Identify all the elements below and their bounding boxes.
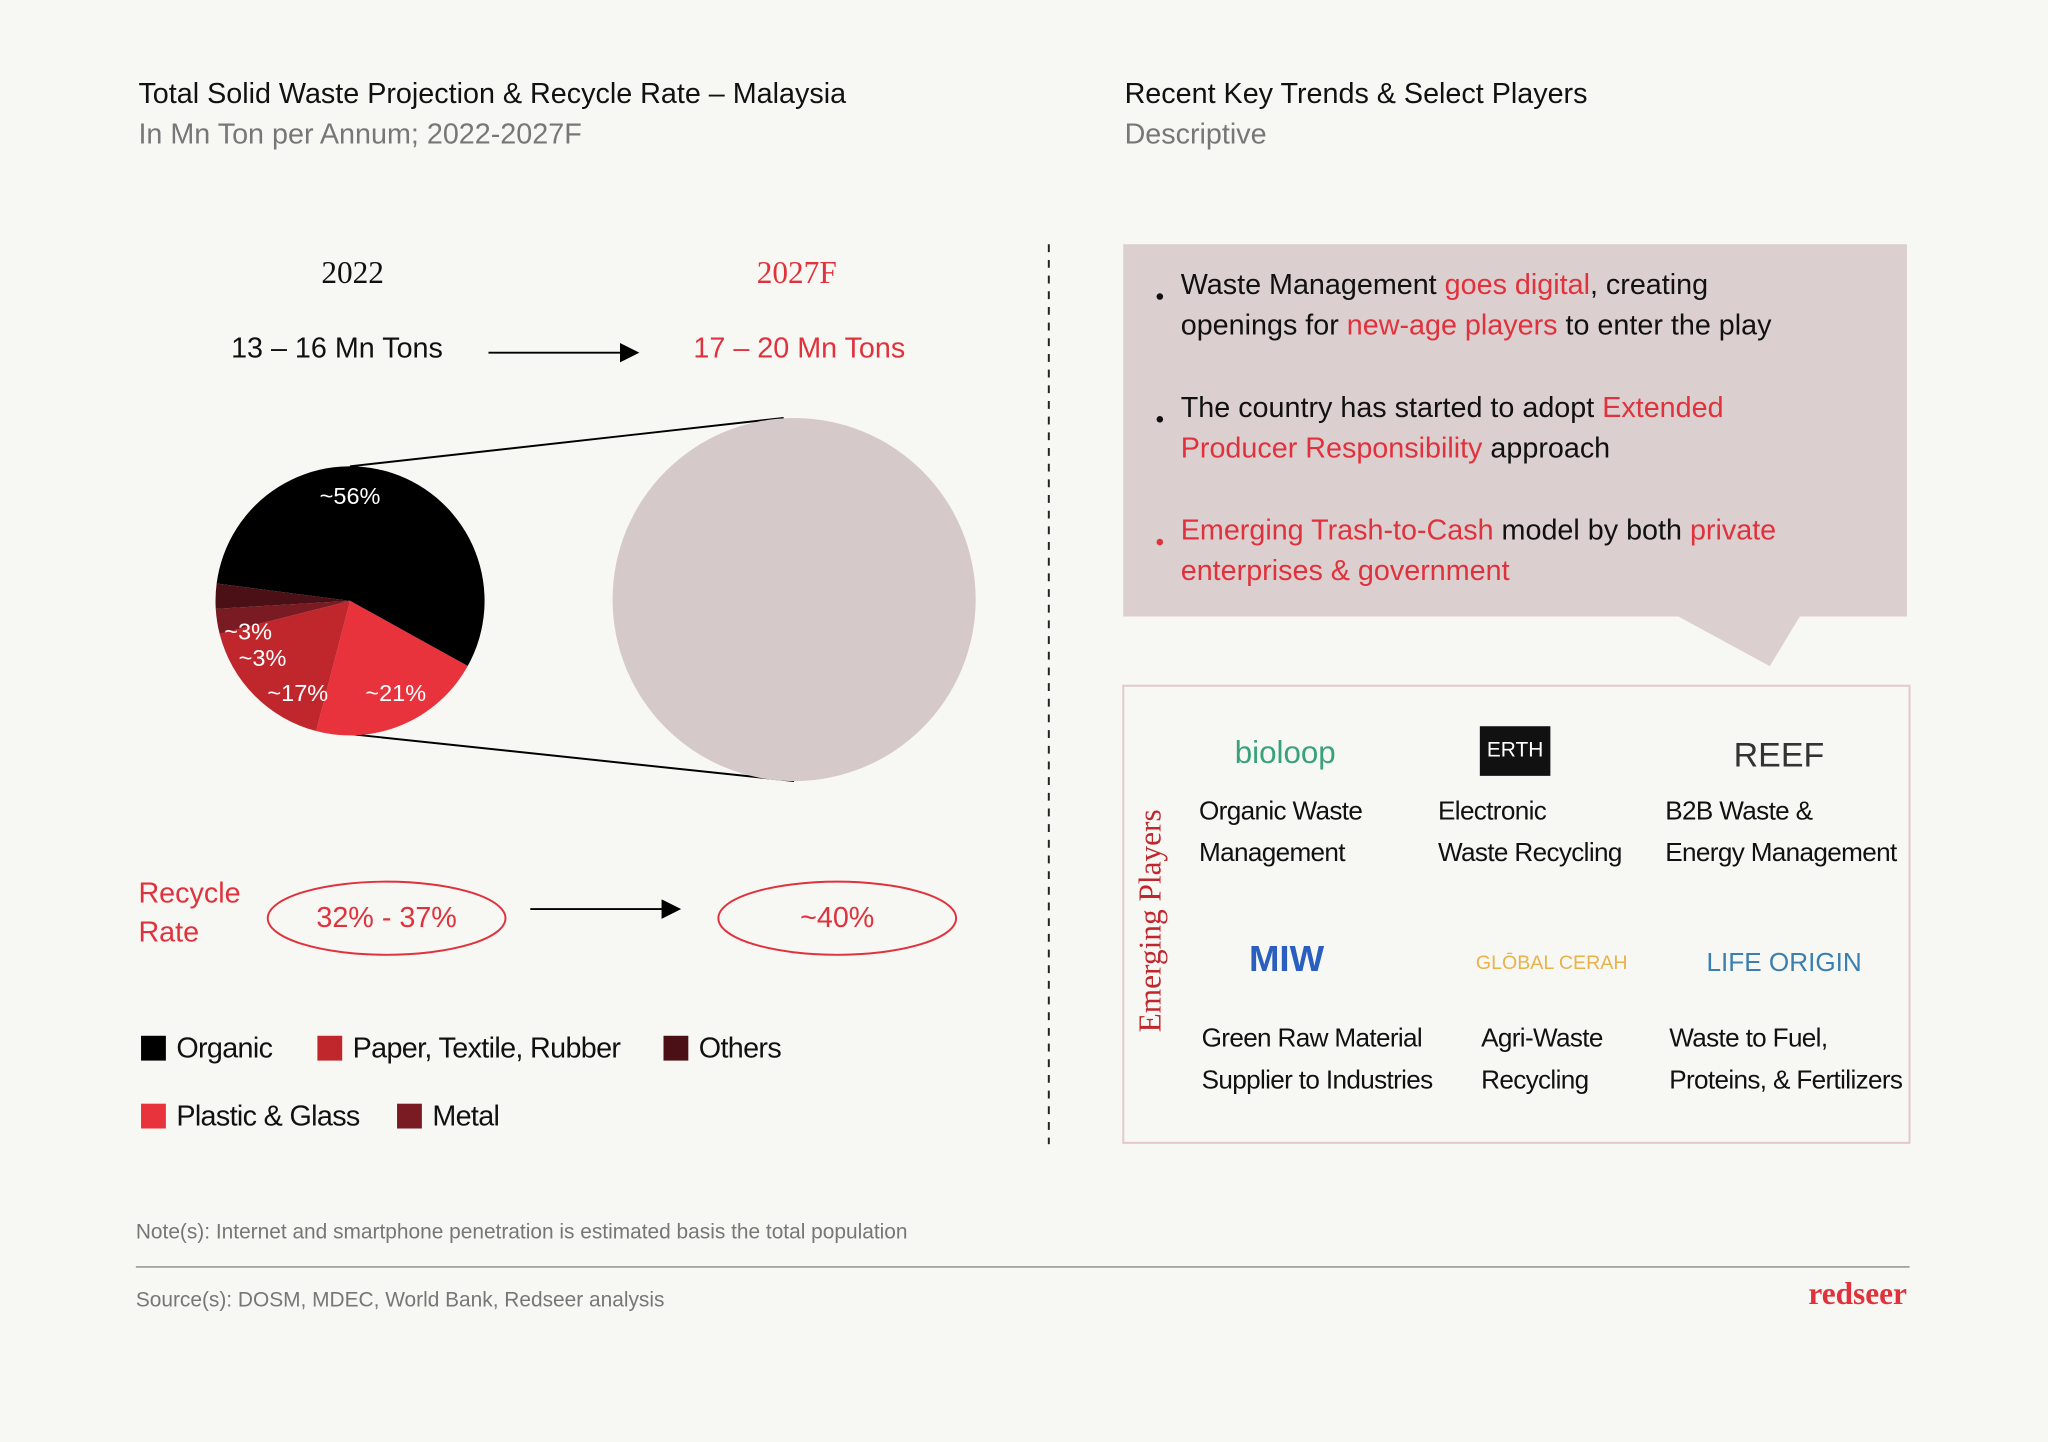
player-logo: REEF bbox=[1734, 737, 1825, 775]
logo-bg bbox=[1479, 726, 1551, 776]
player-desc: Supplier to Industries bbox=[1202, 1064, 1434, 1094]
note: Note(s): Internet and smartphone penetra… bbox=[136, 1221, 908, 1244]
bullet-line: Waste Management goes digital, creating bbox=[1181, 269, 1708, 301]
player-logo: GLŌBAL CERAH bbox=[1476, 951, 1628, 974]
bullet-line: openings for new-age players to enter th… bbox=[1181, 309, 1772, 341]
rate-value: 32% - 37% bbox=[316, 902, 456, 934]
legend-label: Plastic & Glass bbox=[176, 1101, 360, 1133]
legend-label: Paper, Textile, Rubber bbox=[353, 1033, 622, 1065]
rate-ellipse bbox=[266, 880, 507, 956]
pie: ~56% ~21% ~17% ~3%~3% bbox=[215, 466, 485, 736]
pie-slice bbox=[316, 600, 468, 736]
bullet-text: , creating bbox=[1590, 269, 1708, 301]
legend-swatch bbox=[141, 1103, 166, 1129]
legend-label: Metal bbox=[432, 1101, 499, 1133]
bullet-text: approach bbox=[1482, 432, 1610, 464]
players: bioloop Organic Waste Management ERTH Electr… bbox=[1199, 726, 1904, 1094]
chart-title: Total Solid Waste Projection & Recycle R… bbox=[138, 78, 846, 110]
player-desc: Proteins, & Fertilizers bbox=[1669, 1064, 1903, 1094]
recycle-label: Rate bbox=[138, 916, 199, 948]
slice-label: ~3% bbox=[239, 645, 287, 671]
slice-label: ~17% bbox=[267, 680, 328, 706]
slice-label: ~3% bbox=[224, 619, 272, 645]
player-logo: ERTH bbox=[1487, 739, 1543, 762]
player-desc: Recycling bbox=[1481, 1064, 1588, 1094]
section-title: Recent Key Trends & Select Players bbox=[1125, 78, 1588, 110]
bullet-text: enterprises & government bbox=[1181, 555, 1510, 587]
bullet-dot bbox=[1156, 293, 1164, 300]
legend-swatch bbox=[141, 1035, 166, 1061]
bullet-line: Emerging Trash-to-Cash model by both pri… bbox=[1181, 514, 1776, 546]
slice-label: ~21% bbox=[365, 680, 426, 706]
recycle-label: Recycle bbox=[138, 877, 240, 909]
bullet-text: private bbox=[1690, 514, 1776, 546]
bullet-dot bbox=[1156, 538, 1164, 546]
future-circle bbox=[612, 417, 976, 782]
pie-slice bbox=[215, 583, 351, 609]
pie-slice bbox=[216, 466, 485, 667]
player-desc: Electronic bbox=[1438, 795, 1547, 825]
bullet-text: Producer Responsibility bbox=[1181, 432, 1483, 464]
legend-swatch bbox=[663, 1035, 689, 1061]
player-logo: bioloop bbox=[1235, 735, 1336, 770]
bullet-text: new-age players bbox=[1347, 309, 1558, 341]
legend-label: Organic bbox=[176, 1033, 272, 1065]
player-desc: Green Raw Material bbox=[1202, 1023, 1422, 1053]
bullets: Waste Management goes digital, creating o… bbox=[1156, 269, 1776, 587]
player-desc: Waste to Fuel, bbox=[1669, 1023, 1827, 1053]
year-label: 2027F bbox=[757, 255, 837, 290]
bullet-text: model by both bbox=[1494, 514, 1690, 546]
slice-label: ~56% bbox=[320, 483, 381, 509]
legend-swatch bbox=[397, 1103, 422, 1129]
bullet-text: Waste Management bbox=[1181, 269, 1445, 301]
total-label: 17 – 20 Mn Tons bbox=[693, 333, 905, 365]
year-label: 2022 bbox=[321, 255, 384, 290]
bullet-text: Extended bbox=[1602, 391, 1723, 423]
players-box bbox=[1122, 684, 1911, 1144]
chart-subtitle: In Mn Ton per Annum; 2022-2027F bbox=[138, 118, 581, 150]
player-desc: Energy Management bbox=[1665, 837, 1898, 867]
rate-ellipse bbox=[717, 880, 958, 956]
legend: Organic Plastic & Glass Paper, Textile, Ru… bbox=[141, 1033, 782, 1133]
player-desc: Management bbox=[1199, 837, 1346, 867]
player-desc: B2B Waste & bbox=[1665, 795, 1812, 825]
bullet-line: The country has started to adopt Extende… bbox=[1181, 391, 1724, 423]
brand-logo: redseer bbox=[1808, 1276, 1907, 1311]
player-desc: Waste Recycling bbox=[1438, 837, 1622, 867]
rate-value: ~40% bbox=[800, 902, 874, 934]
player-logo: MIW bbox=[1249, 938, 1325, 979]
bullet-line: Producer Responsibility approach bbox=[1181, 432, 1610, 464]
bullet-text: Emerging Trash-to-Cash bbox=[1181, 514, 1494, 546]
callout-box bbox=[1123, 244, 1907, 667]
total-label: 13 – 16 Mn Tons bbox=[231, 333, 443, 365]
pie-slice bbox=[219, 600, 351, 732]
player-desc: Agri-Waste bbox=[1481, 1023, 1603, 1053]
legend-label: Others bbox=[699, 1033, 782, 1065]
connector bbox=[349, 733, 795, 783]
connector bbox=[349, 417, 784, 468]
bullet-text: to enter the play bbox=[1558, 309, 1773, 341]
bullet-dot bbox=[1156, 416, 1164, 423]
players-label: Emerging Players bbox=[1132, 809, 1167, 1032]
player-desc: Organic Waste bbox=[1199, 795, 1362, 825]
bullet-text: goes digital bbox=[1445, 269, 1590, 301]
bullet-text: openings for bbox=[1181, 309, 1347, 341]
section-subtitle: Descriptive bbox=[1125, 118, 1267, 150]
bullet-text: The country has started to adopt bbox=[1181, 391, 1602, 423]
bullet-line: enterprises & government bbox=[1181, 555, 1510, 587]
player-logo: LIFE ORIGIN bbox=[1707, 947, 1862, 977]
legend-swatch bbox=[317, 1035, 343, 1061]
pie-slice bbox=[215, 600, 351, 634]
source: Source(s): DOSM, MDEC, World Bank, Redse… bbox=[136, 1288, 665, 1311]
